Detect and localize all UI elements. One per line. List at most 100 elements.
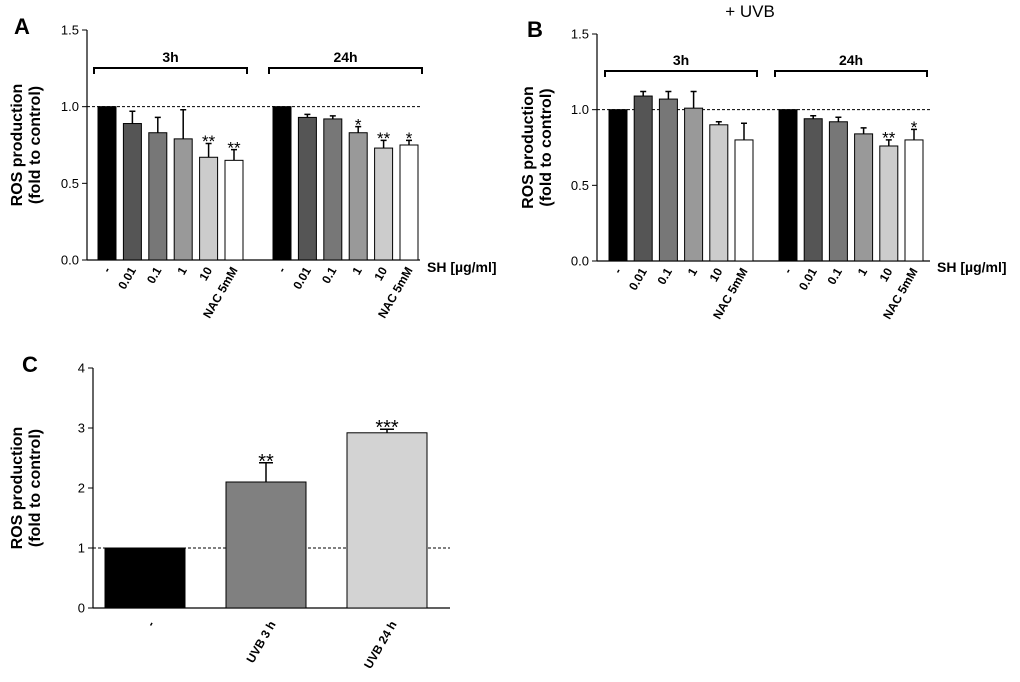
significance: **: [377, 129, 391, 148]
y-tick-label: 0.0: [571, 254, 589, 269]
y-tick-label: 0.0: [61, 253, 79, 268]
error-bar: [154, 116, 161, 133]
x-tick-label: 1: [349, 264, 365, 277]
x-tick-label: 0.1: [319, 264, 340, 286]
y-axis-label: (fold to control): [27, 429, 44, 547]
bar: [608, 109, 628, 262]
x-tick-label: -: [99, 265, 113, 275]
bar: [224, 159, 244, 261]
significance: **: [227, 138, 241, 157]
y-tick-label: 3: [78, 421, 85, 436]
y-axis-label: ROS production: [9, 84, 26, 207]
bar: [199, 156, 219, 261]
y-tick-label: 1.5: [571, 27, 589, 42]
bar: [323, 118, 343, 261]
significance: *: [355, 115, 362, 134]
x-tick-label: 0.1: [825, 265, 846, 287]
error-bar: [835, 116, 842, 122]
group-label: 3h: [673, 52, 689, 68]
group-bracket: [604, 70, 758, 77]
error-bar: [380, 428, 394, 433]
y-axis-label: ROS production: [520, 86, 537, 209]
x-tick-label: -: [780, 266, 794, 276]
bar: [803, 118, 823, 262]
bar: [399, 144, 419, 261]
bar: [97, 106, 117, 261]
group-label: 24h: [333, 49, 357, 65]
error-bar: [885, 139, 892, 146]
error-bar: [741, 122, 747, 140]
y-tick-label: 0.5: [61, 176, 79, 191]
x-tick-label: UVB 3 h: [243, 619, 278, 666]
bar: [658, 98, 678, 262]
panel-letter: C: [22, 352, 38, 377]
bar: [348, 132, 368, 261]
bar: [148, 132, 168, 261]
panel-title: + UVB: [725, 2, 775, 21]
error-bar: [380, 139, 387, 149]
x-tick-label: 10: [877, 265, 896, 284]
bar: [709, 124, 729, 262]
group-bracket: [774, 70, 928, 77]
y-tick-label: 2: [78, 481, 85, 496]
significance: **: [202, 132, 216, 151]
group-bracket: [93, 67, 248, 74]
bar: [778, 109, 798, 262]
bar: [854, 133, 874, 262]
error-bar: [911, 128, 917, 140]
group-label: 3h: [162, 49, 178, 65]
bar: [374, 147, 394, 261]
x-tick-label: 0.01: [796, 265, 820, 293]
x-tick-label: 0.01: [626, 265, 650, 293]
error-bar: [129, 110, 136, 124]
bar: [879, 145, 899, 262]
error-bar: [406, 139, 412, 145]
y-tick-label: 0.5: [571, 178, 589, 193]
y-axis-label: (fold to control): [538, 88, 555, 206]
bar: [633, 95, 653, 262]
x-axis-label: SH [µg/ml]: [937, 259, 1007, 275]
significance: *: [911, 118, 918, 137]
y-axis-label: ROS production: [9, 427, 26, 550]
x-tick-label: 1: [855, 265, 871, 278]
x-tick-label: UVB 24 h: [361, 619, 399, 672]
error-bar: [715, 121, 722, 125]
x-tick-label: -: [610, 266, 624, 276]
x-tick-label: 10: [196, 264, 215, 283]
error-bar: [304, 113, 311, 118]
error-bar: [329, 115, 336, 119]
bar: [297, 116, 317, 261]
bar: [346, 432, 428, 609]
y-tick-label: 1.5: [61, 23, 79, 38]
x-tick-label: -: [143, 619, 157, 629]
y-tick-label: 1.0: [571, 102, 589, 117]
error-bar: [259, 462, 273, 482]
x-tick-label: 10: [707, 265, 726, 284]
error-bar: [180, 108, 187, 139]
error-bar: [860, 127, 867, 134]
x-tick-label: 0.1: [144, 264, 165, 286]
error-bar: [640, 90, 647, 97]
x-tick-label: 0.01: [290, 264, 314, 292]
bar: [828, 121, 848, 262]
error-bar: [665, 90, 672, 100]
x-tick-label: 1: [685, 265, 701, 278]
bar: [272, 106, 292, 261]
significance: **: [258, 451, 274, 473]
bar: [122, 123, 142, 261]
x-tick-label: 0.1: [655, 265, 676, 287]
error-bar: [355, 125, 362, 133]
y-tick-label: 4: [78, 361, 85, 376]
y-tick-label: 1: [78, 541, 85, 556]
y-tick-label: 1.0: [61, 99, 79, 114]
error-bar: [690, 90, 697, 109]
panel-letter: B: [527, 17, 543, 42]
x-tick-label: -: [274, 265, 288, 275]
bar: [173, 138, 193, 261]
y-tick-label: 0: [78, 601, 85, 616]
y-axis-label: (fold to control): [27, 86, 44, 204]
bar: [734, 139, 754, 262]
bar: [104, 547, 186, 609]
x-tick-label: 10: [371, 264, 390, 283]
